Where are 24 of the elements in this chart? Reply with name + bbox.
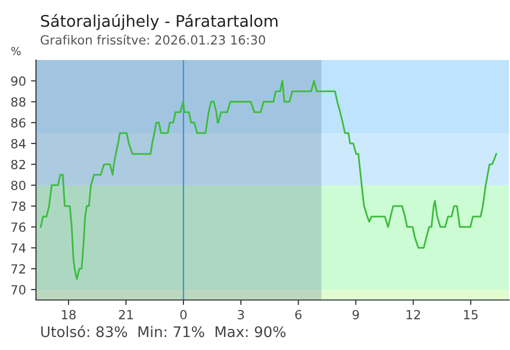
y-tick-label: 72: [11, 264, 26, 274]
x-tick-label: 18: [62, 310, 76, 320]
y-tick-label: 88: [11, 97, 26, 107]
y-tick-label: 84: [11, 138, 26, 148]
x-tick-label: 9: [352, 310, 359, 320]
y-tick-label: 86: [11, 118, 26, 128]
y-tick-label: 78: [11, 202, 26, 212]
chart-title: Sátoraljaújhely - Páratartalom: [41, 14, 278, 30]
y-tick-label: 82: [11, 160, 26, 170]
y-axis-title: %: [11, 46, 21, 56]
x-tick-label: 6: [295, 310, 302, 320]
line-series: [40, 80, 498, 280]
x-tick-label: 21: [118, 310, 133, 320]
x-tick-label: 12: [406, 310, 420, 320]
y-tick-label: 76: [11, 222, 26, 232]
y-tick-label: 80: [11, 180, 26, 190]
y-tick-label: 90: [11, 76, 26, 86]
text: Utolsó: 83% Min: 71% Max: 90%: [41, 325, 286, 338]
chart-subtitle: Grafikon frissítve: 2026.01.23 16:30: [40, 34, 266, 45]
x-tick-label: 15: [464, 310, 478, 320]
x-tick-label: 0: [180, 310, 187, 320]
y-tick-label: 70: [11, 285, 26, 294]
y-tick-label: 74: [11, 243, 26, 253]
x-tick-label: 3: [238, 310, 244, 320]
